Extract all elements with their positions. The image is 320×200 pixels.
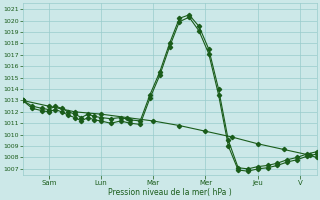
X-axis label: Pression niveau de la mer( hPa ): Pression niveau de la mer( hPa ) — [108, 188, 231, 197]
